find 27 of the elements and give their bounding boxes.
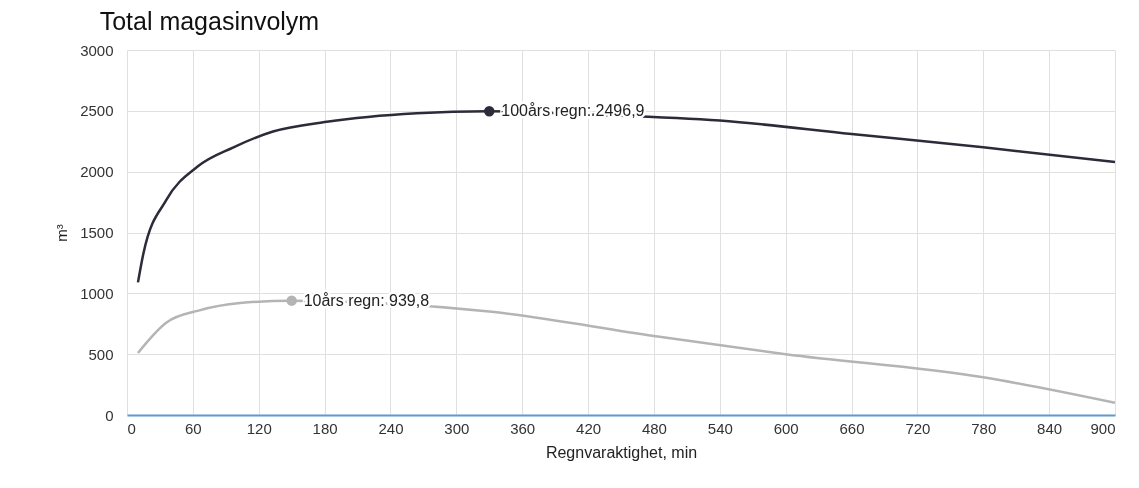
y-axis-title: m³ [53,224,71,242]
x-tick-label: 300 [444,419,470,437]
annotation: 10års regn: 939,8 [303,291,430,309]
x-tick-label: 60 [185,419,202,437]
y-tick-label: 3000 [80,41,114,59]
y-tick-label: 2000 [80,163,114,181]
y-tick-label: 1500 [80,224,114,241]
x-tick-label: 480 [641,419,667,437]
y-tick-label: 1000 [80,284,114,302]
x-tick-label: 120 [246,419,272,437]
x-tick-label: 780 [971,419,997,437]
y-tick-label: 500 [88,345,114,363]
x-axis-title: Regnvaraktighet, min [545,443,698,461]
x-tick-label: 840 [1037,419,1063,437]
x-tick-label: 900 [1090,419,1116,437]
x-tick-label: 0 [127,419,136,437]
x-tick-label: 240 [378,419,404,437]
chart-title: Total magasinvolym [99,7,320,35]
x-tick-label: 600 [773,419,799,437]
x-tick-label: 720 [905,419,931,437]
x-tick-label: 660 [839,419,865,437]
x-tick-label: 540 [707,419,733,437]
y-tick-label: 2500 [80,102,114,120]
x-tick-label: 420 [576,419,602,437]
y-tick-label: 0 [105,406,114,424]
x-tick-label: 180 [312,419,338,437]
x-tick-label: 360 [510,419,536,437]
